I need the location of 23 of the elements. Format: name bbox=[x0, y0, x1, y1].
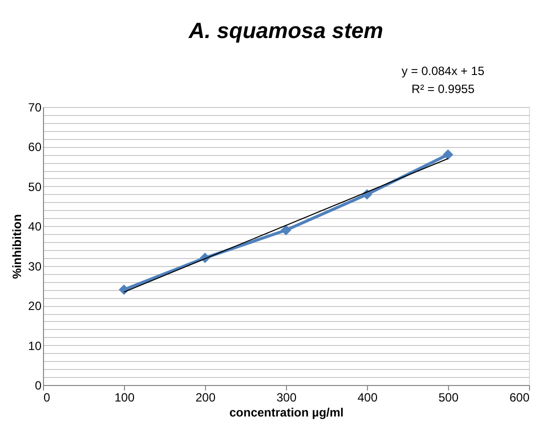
x-tick-label: 500 bbox=[438, 390, 459, 404]
point bbox=[280, 224, 292, 236]
text: y = 0.084x + 15 bbox=[402, 64, 485, 78]
text: R² = 0.9955 bbox=[411, 82, 475, 96]
y-tick-label: 60 bbox=[28, 140, 42, 154]
y-tick-label: 40 bbox=[28, 220, 42, 234]
y-tick-label: 20 bbox=[28, 299, 42, 314]
point bbox=[442, 149, 454, 160]
y-axis-title: %inhibition bbox=[10, 214, 24, 279]
x-tick-label: 0 bbox=[44, 390, 50, 404]
chart-title: A. squamosa stem bbox=[188, 18, 384, 43]
y-tick-label: 10 bbox=[28, 338, 42, 353]
y-tick-label: 0 bbox=[34, 378, 42, 392]
point bbox=[118, 284, 130, 295]
x-tick-label: 300 bbox=[276, 390, 297, 404]
y-tick-label: 50 bbox=[28, 180, 42, 194]
x-axis-title: concentration µg/ml bbox=[229, 406, 344, 420]
y-tick-label: 70 bbox=[28, 100, 42, 114]
x-tick-label: 400 bbox=[357, 390, 378, 404]
x-tick-label: 200 bbox=[195, 390, 216, 404]
x-tick-label: 600 bbox=[509, 390, 530, 404]
y-tick-label: 30 bbox=[28, 259, 42, 274]
x-tick-label: 100 bbox=[114, 390, 135, 404]
